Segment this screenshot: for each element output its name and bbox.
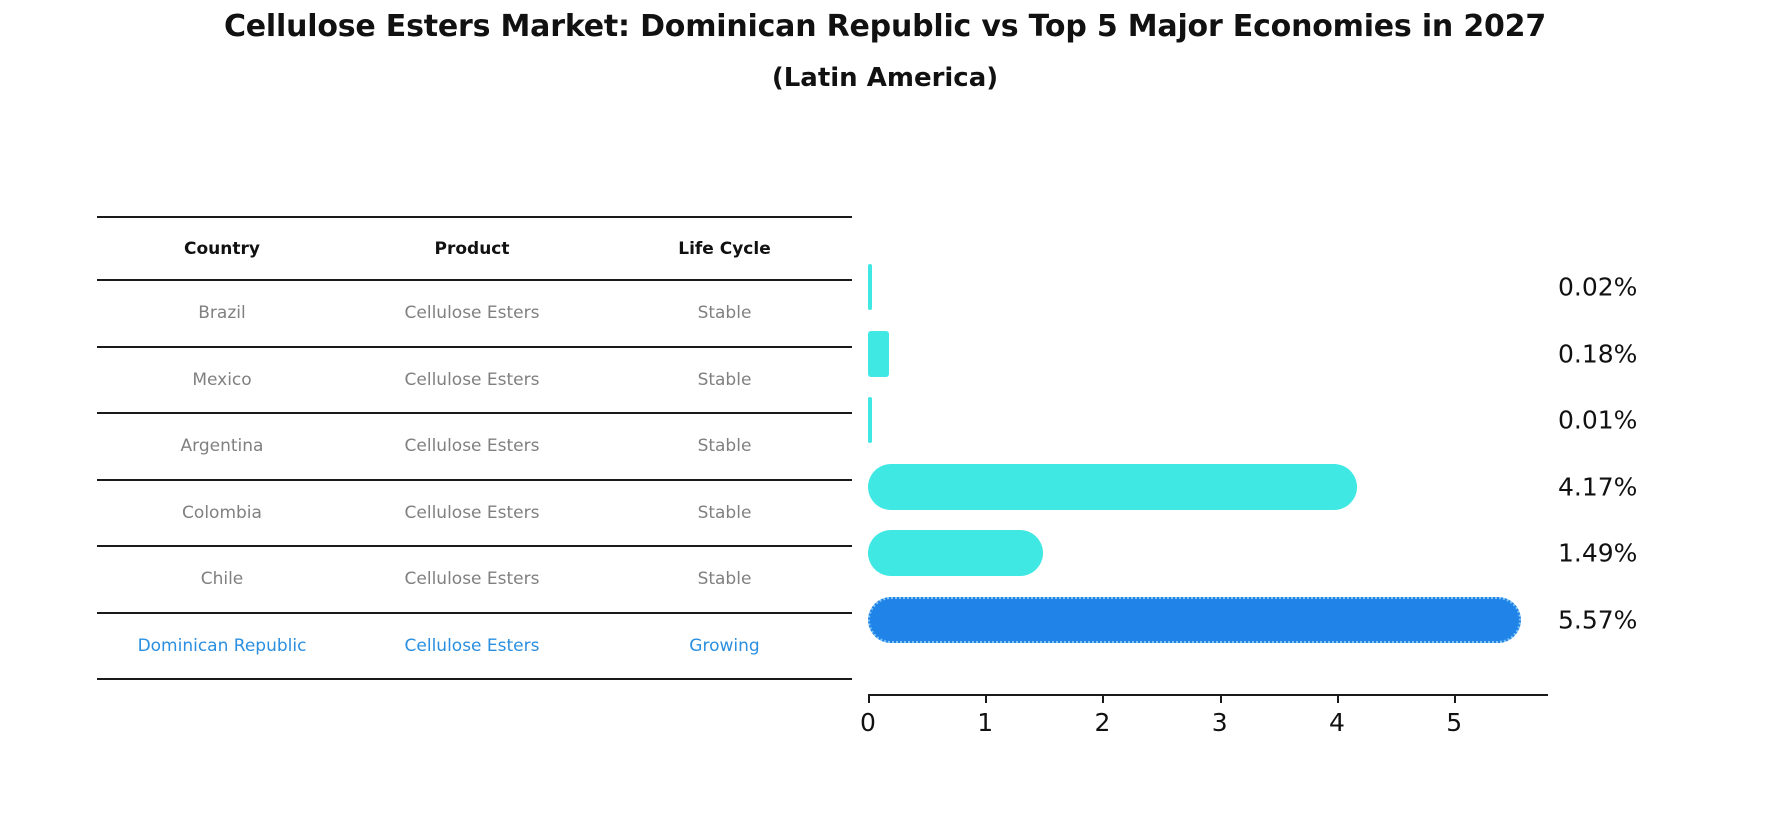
x-tick-label: 1 (977, 708, 994, 737)
x-tick (1102, 694, 1105, 703)
bar-row: 0.02% (868, 254, 1637, 321)
bar-row: 0.18% (868, 321, 1637, 388)
table-row: Argentina Cellulose Esters Stable (97, 413, 852, 480)
column-header-life-cycle: Life Cycle (678, 238, 771, 259)
bar-row: 5.57% (868, 587, 1637, 654)
cell-life-cycle: Growing (689, 635, 760, 656)
cell-country: Colombia (182, 502, 262, 523)
bar-chart-plot: 0.02% 0.18% 0.01% 4.17% 1.49% 5.57% (868, 254, 1637, 694)
cell-product: Cellulose Esters (404, 635, 540, 656)
table-row: Brazil Cellulose Esters Stable (97, 280, 852, 347)
cell-life-cycle: Stable (697, 569, 752, 590)
cell-country: Brazil (198, 303, 246, 324)
bar-value-chile: 1.49% (1558, 538, 1638, 568)
x-tick (985, 694, 988, 703)
bar-value-colombia: 4.17% (1558, 472, 1638, 502)
bar-argentina (868, 397, 872, 444)
table-row: Mexico Cellulose Esters Stable (97, 347, 852, 413)
cell-product: Cellulose Esters (404, 436, 540, 457)
table-head: Country Product Life Cycle (97, 217, 852, 280)
x-tick-label: 3 (1211, 708, 1228, 737)
table-row-highlighted: Dominican Republic Cellulose Esters Grow… (97, 613, 852, 679)
cell-product: Cellulose Esters (404, 502, 540, 523)
bar-mexico (868, 330, 890, 377)
cell-product: Cellulose Esters (404, 303, 540, 324)
column-header-product: Product (434, 238, 510, 259)
cell-country: Argentina (180, 436, 264, 457)
cell-life-cycle: Stable (697, 303, 752, 324)
bar-value-mexico: 0.18% (1558, 339, 1638, 369)
column-header-country: Country (184, 238, 260, 259)
table-row: Colombia Cellulose Esters Stable (97, 480, 852, 546)
x-tick-label: 5 (1446, 708, 1463, 737)
x-tick (1219, 694, 1222, 703)
title-block: Cellulose Esters Market: Dominican Repub… (0, 8, 1770, 94)
bar-value-dominican-republic: 5.57% (1558, 605, 1638, 635)
cell-country: Mexico (192, 369, 252, 390)
table-body: Brazil Cellulose Esters Stable Mexico Ce… (97, 280, 852, 679)
bar-value-brazil: 0.02% (1558, 272, 1638, 302)
bar-brazil (868, 264, 872, 311)
country-table-wrapper: Country Product Life Cycle Brazil Cellul… (97, 216, 852, 680)
cell-country: Dominican Republic (137, 635, 307, 656)
bar-row: 0.01% (868, 387, 1637, 454)
page-title: Cellulose Esters Market: Dominican Repub… (223, 9, 1547, 44)
cell-life-cycle: Stable (697, 502, 752, 523)
x-tick (1454, 694, 1457, 703)
cell-product: Cellulose Esters (404, 369, 540, 390)
x-tick (868, 694, 870, 703)
x-axis: 0 1 2 3 4 5 (860, 694, 1548, 754)
table-header-row: Country Product Life Cycle (97, 217, 852, 280)
bar-colombia (868, 463, 1357, 510)
page-subtitle: (Latin America) (771, 62, 999, 93)
bar-value-argentina: 0.01% (1558, 405, 1638, 435)
bar-chile (868, 530, 1043, 577)
x-axis-line (868, 694, 1548, 696)
x-tick-label: 2 (1094, 708, 1111, 737)
country-table: Country Product Life Cycle Brazil Cellul… (97, 216, 852, 680)
cell-life-cycle: Stable (697, 369, 752, 390)
x-tick (1336, 694, 1339, 703)
x-tick-label: 0 (860, 708, 876, 737)
table-row: Chile Cellulose Esters Stable (97, 546, 852, 613)
bar-dominican-republic (868, 596, 1522, 643)
bar-row: 4.17% (868, 454, 1637, 521)
bar-row: 1.49% (868, 520, 1637, 587)
cell-product: Cellulose Esters (404, 569, 540, 590)
x-tick-label: 4 (1329, 708, 1345, 737)
cell-country: Chile (200, 569, 244, 590)
cell-life-cycle: Stable (697, 436, 752, 457)
